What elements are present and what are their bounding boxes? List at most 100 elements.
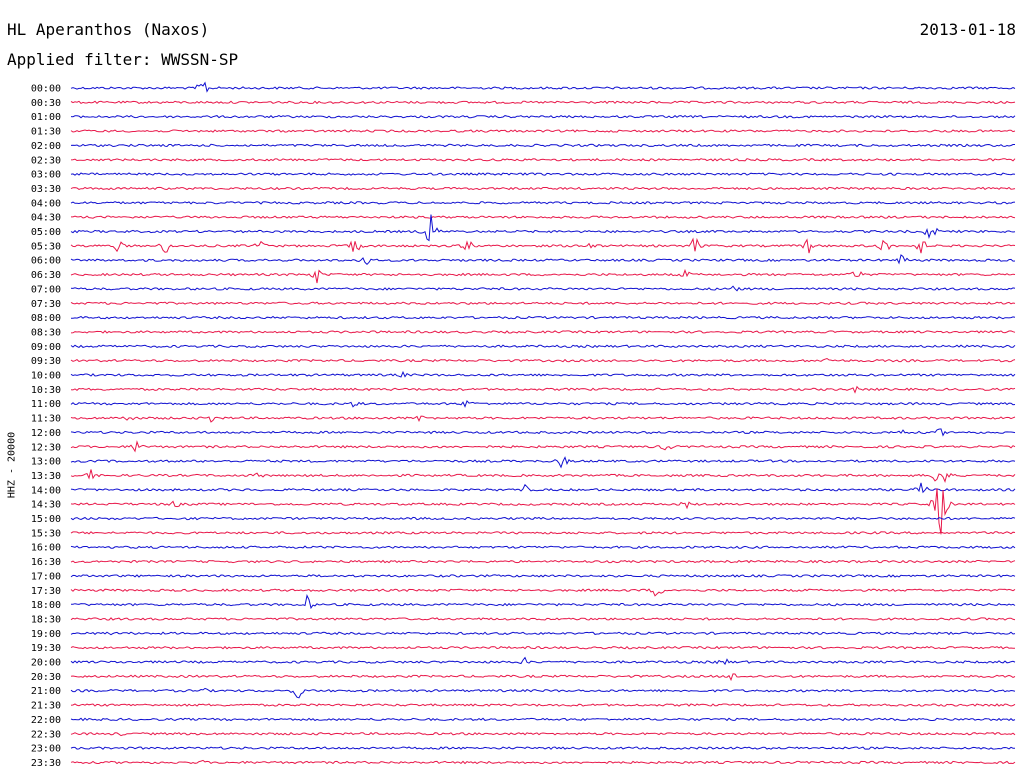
row-time-label: 05:30 — [31, 241, 61, 252]
trace-line — [70, 746, 1015, 750]
trace-line — [70, 588, 1016, 597]
row-time-label: 02:30 — [31, 155, 61, 166]
trace-line — [70, 385, 1016, 394]
trace-line — [70, 114, 1016, 119]
trace-line — [70, 201, 1016, 205]
trace-line — [70, 559, 1016, 564]
row-time-label: 00:30 — [31, 98, 61, 109]
row-time-label: 17:00 — [31, 571, 61, 582]
row-time-label: 21:00 — [31, 686, 61, 697]
trace-line — [70, 673, 1016, 682]
trace-line — [70, 344, 1016, 349]
row-time-label: 06:00 — [31, 256, 61, 267]
trace-line — [70, 357, 1016, 363]
trace-line — [70, 254, 1016, 265]
row-time-label: 22:30 — [31, 729, 61, 740]
trace-line — [70, 370, 1016, 378]
row-time-label: 23:00 — [31, 744, 61, 755]
row-time-label: 02:00 — [31, 141, 61, 152]
filter-label: Applied filter: WWSSN-SP — [7, 50, 239, 69]
row-time-label: 20:00 — [31, 658, 61, 669]
row-time-label: 01:00 — [31, 112, 61, 123]
trace-line — [70, 143, 1015, 148]
trace-line — [70, 129, 1016, 133]
trace-line — [70, 488, 1016, 535]
row-time-label: 16:30 — [31, 557, 61, 568]
row-time-label: 08:00 — [31, 313, 61, 324]
row-time-label: 16:00 — [31, 543, 61, 554]
trace-line — [70, 656, 1016, 666]
row-time-label: 05:00 — [31, 227, 61, 238]
row-time-label: 23:30 — [31, 758, 61, 769]
trace-line — [70, 186, 1016, 191]
trace-line — [70, 732, 1016, 737]
row-time-label: 07:30 — [31, 299, 61, 310]
trace-line — [70, 214, 1016, 242]
trace-line — [70, 456, 1016, 469]
row-time-label: 09:00 — [31, 342, 61, 353]
row-time-label: 03:30 — [31, 184, 61, 195]
station-title: HL Aperanthos (Naxos) — [7, 20, 210, 39]
trace-line — [70, 158, 1016, 162]
row-time-label: 04:00 — [31, 198, 61, 209]
row-time-label: 10:00 — [31, 371, 61, 382]
row-time-label: 18:30 — [31, 614, 61, 625]
trace-line — [70, 268, 1016, 284]
row-time-label: 15:00 — [31, 514, 61, 525]
trace-line — [70, 428, 1016, 437]
row-time-label: 07:00 — [31, 284, 61, 295]
row-time-label: 11:00 — [31, 399, 61, 410]
row-time-label: 15:30 — [31, 528, 61, 539]
trace-line — [70, 301, 1016, 305]
row-time-label: 14:30 — [31, 500, 61, 511]
trace-line — [70, 617, 1016, 621]
trace-line — [70, 81, 1016, 93]
trace-line — [70, 645, 1016, 650]
row-time-label: 13:00 — [31, 457, 61, 468]
row-time-label: 14:00 — [31, 485, 61, 496]
trace-line — [70, 574, 1016, 578]
trace-line — [71, 315, 1016, 320]
row-time-label: 12:30 — [31, 442, 61, 453]
row-time-label: 12:00 — [31, 428, 61, 439]
trace-line — [71, 215, 1016, 219]
trace-line — [70, 531, 1016, 535]
row-time-label: 18:00 — [31, 600, 61, 611]
row-time-label: 08:30 — [31, 327, 61, 338]
trace-line — [70, 687, 1016, 699]
trace-line — [70, 759, 1016, 765]
trace-line — [70, 330, 1016, 334]
trace-line — [70, 469, 1016, 484]
row-time-label: 19:30 — [31, 643, 61, 654]
row-time-label: 10:30 — [31, 385, 61, 396]
trace-line — [70, 100, 1016, 105]
trace-line — [70, 440, 1016, 453]
trace-line — [70, 516, 1016, 521]
row-time-label: 00:00 — [31, 84, 61, 95]
trace-line — [70, 285, 1016, 292]
row-time-label: 20:30 — [31, 672, 61, 683]
row-time-label: 04:30 — [31, 213, 61, 224]
trace-line — [70, 545, 1016, 549]
row-time-label: 17:30 — [31, 586, 61, 597]
trace-line — [70, 415, 1016, 423]
trace-line — [70, 482, 1016, 494]
row-time-label: 13:30 — [31, 471, 61, 482]
trace-line — [70, 717, 1016, 722]
row-time-label: 19:00 — [31, 629, 61, 640]
trace-line — [70, 631, 1016, 636]
trace-line — [70, 399, 1016, 408]
trace-line — [70, 594, 1016, 610]
row-time-label: 06:30 — [31, 270, 61, 281]
row-time-label: 09:30 — [31, 356, 61, 367]
trace-line — [70, 172, 1016, 176]
row-time-label: 11:30 — [31, 414, 61, 425]
trace-line — [70, 703, 1016, 707]
row-time-label: 03:00 — [31, 170, 61, 181]
row-time-label: 22:00 — [31, 715, 61, 726]
row-time-label: 21:30 — [31, 701, 61, 712]
date-label: 2013-01-18 — [919, 20, 1016, 39]
trace-line — [70, 237, 1016, 254]
row-time-label: 01:30 — [31, 127, 61, 138]
